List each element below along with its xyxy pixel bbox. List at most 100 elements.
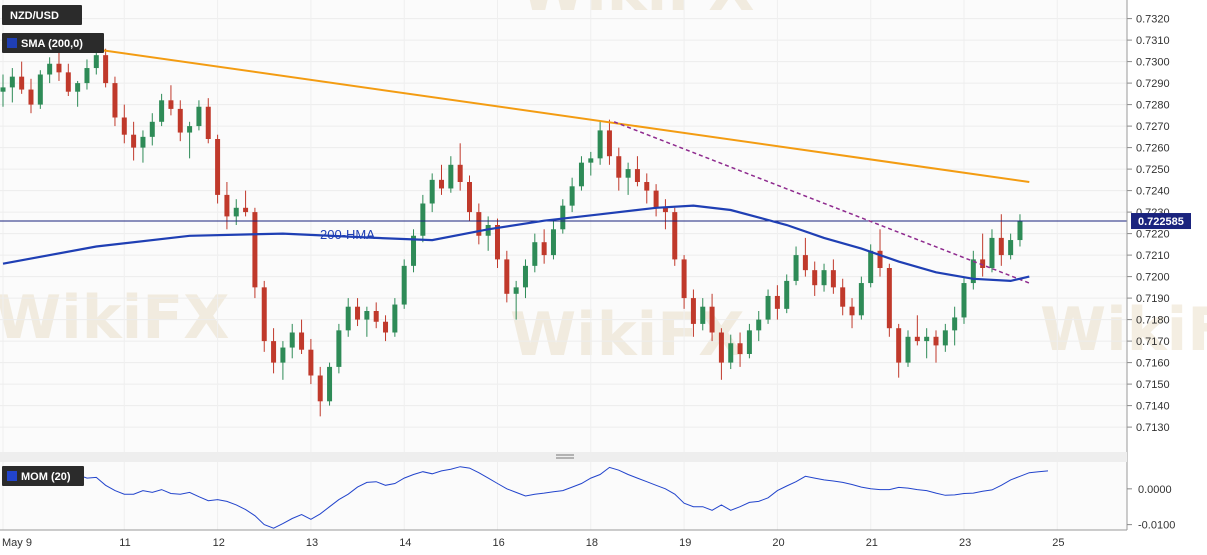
candle-body bbox=[653, 190, 659, 208]
candle-body bbox=[37, 74, 43, 105]
candle-body bbox=[252, 212, 258, 288]
overlay-lines-layer bbox=[0, 47, 1127, 529]
candle-body bbox=[289, 332, 295, 348]
candle-body bbox=[616, 156, 622, 178]
candle-body bbox=[737, 343, 743, 354]
candle-body bbox=[75, 83, 81, 92]
candle-body bbox=[177, 108, 183, 133]
price-axis-label: 0.7130 bbox=[1136, 422, 1170, 434]
hma-200-line bbox=[2, 204, 1030, 283]
candle-body bbox=[187, 126, 193, 133]
candle-body bbox=[588, 158, 594, 163]
candle-body bbox=[28, 89, 34, 105]
candle-body bbox=[280, 347, 286, 363]
candle-body bbox=[233, 207, 239, 217]
candle-body bbox=[522, 265, 528, 288]
candle-body bbox=[634, 169, 640, 182]
candle-body bbox=[812, 270, 818, 286]
pane-separator[interactable] bbox=[0, 452, 1127, 462]
price-axis-label: 0.7150 bbox=[1136, 379, 1170, 391]
time-axis-label: 14 bbox=[399, 537, 411, 549]
candle-body bbox=[746, 330, 752, 354]
candle-body bbox=[662, 207, 668, 213]
price-axis-label: 0.7280 bbox=[1136, 100, 1170, 112]
price-axis-label: 0.7260 bbox=[1136, 143, 1170, 155]
sma-color-swatch bbox=[7, 38, 17, 48]
candle-body bbox=[784, 280, 790, 309]
candle-body bbox=[429, 179, 435, 204]
time-axis-label: 21 bbox=[866, 537, 878, 549]
last-price-value: 0.722585 bbox=[1138, 216, 1184, 228]
candle-body bbox=[690, 298, 696, 324]
candle-body bbox=[625, 169, 631, 178]
candle-body bbox=[1017, 220, 1023, 241]
candle-body bbox=[644, 182, 650, 191]
watermark-left: WikiFX bbox=[0, 283, 229, 353]
candle-body bbox=[868, 250, 874, 284]
time-axis-label: 25 bbox=[1052, 537, 1064, 549]
candle-body bbox=[709, 306, 715, 333]
candle-body bbox=[224, 194, 230, 217]
price-axis-label: 0.7310 bbox=[1136, 35, 1170, 47]
price-axis-label: 0.7190 bbox=[1136, 293, 1170, 305]
candle-body bbox=[821, 270, 827, 286]
candle-body bbox=[896, 328, 902, 363]
hma-label: 200-HMA bbox=[320, 227, 375, 242]
candle-body bbox=[728, 343, 734, 363]
price-axis-label: 0.7210 bbox=[1136, 250, 1170, 262]
sma-label: SMA (200,0) bbox=[21, 38, 83, 50]
candle-body bbox=[84, 68, 90, 84]
candle-body bbox=[877, 250, 883, 268]
candle-body bbox=[933, 336, 939, 346]
candle-body bbox=[886, 268, 892, 329]
candle-body bbox=[961, 283, 967, 318]
momentum-badge bbox=[2, 466, 84, 486]
candle-body bbox=[327, 366, 333, 402]
time-axis-label: 16 bbox=[492, 537, 504, 549]
candle-body bbox=[467, 182, 472, 213]
candle-body bbox=[149, 121, 155, 137]
candle-body bbox=[756, 319, 762, 331]
candle-body bbox=[840, 287, 846, 307]
candle-body bbox=[121, 117, 127, 135]
price-axis-label: 0.7170 bbox=[1136, 336, 1170, 348]
candle-body bbox=[989, 237, 995, 268]
sma-badge bbox=[2, 33, 104, 53]
watermark-center: WikiFX bbox=[510, 300, 744, 370]
time-axis-label: May 9 bbox=[2, 537, 32, 549]
candle-body bbox=[271, 341, 277, 363]
candle-body bbox=[392, 304, 398, 333]
candle-body bbox=[541, 242, 547, 256]
candle-body bbox=[205, 106, 211, 139]
watermark-right: WikiFX bbox=[1040, 295, 1207, 365]
price-axis-label: 0.7220 bbox=[1136, 229, 1170, 241]
candle-body bbox=[140, 136, 146, 148]
time-axis-label: 23 bbox=[959, 537, 971, 549]
candle-body bbox=[420, 203, 426, 236]
candle-body bbox=[215, 139, 221, 195]
candle-body bbox=[924, 336, 930, 342]
candle-body bbox=[19, 76, 25, 90]
candle-body bbox=[131, 134, 137, 148]
axes-layer: 0.7130 0.7140 0.7150 0.7160 0.7170 0.7180 0.71… bbox=[0, 0, 1175, 549]
candle-body bbox=[513, 287, 519, 294]
candle-body bbox=[569, 186, 575, 206]
candle-body bbox=[597, 130, 603, 159]
candle-body bbox=[830, 270, 836, 288]
candle-body bbox=[802, 255, 808, 271]
candle-body bbox=[980, 259, 986, 268]
candle-body bbox=[56, 63, 62, 73]
candle-body bbox=[47, 63, 53, 75]
momentum-line bbox=[2, 466, 1049, 529]
candle-body bbox=[1008, 240, 1014, 256]
momentum-label: MOM (20) bbox=[21, 471, 71, 483]
candle-body bbox=[858, 283, 864, 316]
candles-layer bbox=[0, 46, 1023, 417]
price-axis-label: 0.7290 bbox=[1136, 78, 1170, 90]
candle-body bbox=[9, 76, 15, 88]
candle-body bbox=[112, 83, 118, 118]
time-axis-label: 19 bbox=[679, 537, 691, 549]
time-axis-label: 20 bbox=[772, 537, 784, 549]
candle-body bbox=[411, 235, 417, 266]
candle-body bbox=[700, 306, 706, 324]
